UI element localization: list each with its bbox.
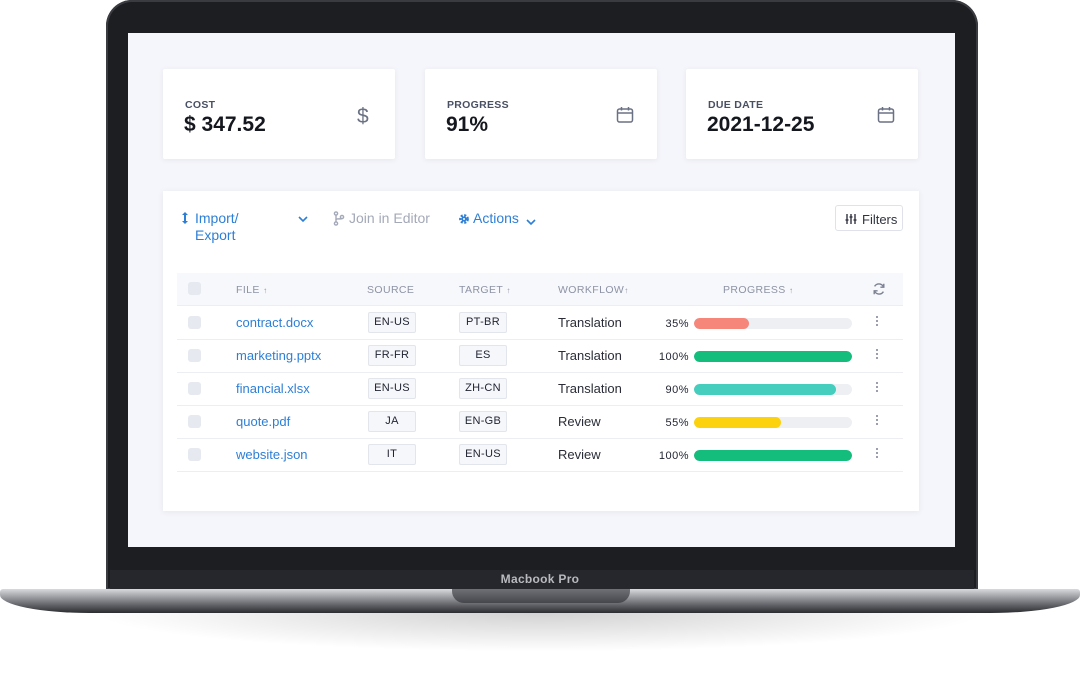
progress-percent: 100% <box>658 351 689 363</box>
laptop-chin <box>110 570 974 590</box>
progress-bar <box>694 417 852 428</box>
screen: COST $ 347.52 $ PROGRESS 91% DUE DATE 20… <box>128 33 955 547</box>
column-progress[interactable]: PROGRESS ↑ <box>723 284 794 296</box>
svg-text:$: $ <box>357 105 369 127</box>
row-checkbox[interactable] <box>188 316 201 329</box>
progress-bar-fill <box>694 351 852 362</box>
cost-label: COST <box>185 99 216 111</box>
column-source: SOURCE <box>367 284 415 296</box>
file-link[interactable]: financial.xlsx <box>236 381 310 396</box>
row-checkbox[interactable] <box>188 382 201 395</box>
select-all-checkbox[interactable] <box>188 282 201 295</box>
more-options-icon[interactable] <box>875 380 879 396</box>
source-language-badge: EN-US <box>368 312 416 333</box>
progress-card: PROGRESS 91% <box>425 69 657 159</box>
progress-label: PROGRESS <box>447 99 509 111</box>
table-row[interactable]: contract.docx EN-US PT-BR Translation 35% <box>177 306 903 340</box>
progress-bar <box>694 450 852 461</box>
due-date-card: DUE DATE 2021-12-25 <box>686 69 918 159</box>
workflow-stage: Translation <box>558 348 622 363</box>
progress-percent: 55% <box>665 417 689 429</box>
laptop-shadow <box>90 612 990 652</box>
column-file[interactable]: FILE ↑ <box>236 284 268 296</box>
device-brand-label: Macbook Pro <box>500 572 580 586</box>
progress-percent: 100% <box>658 450 689 462</box>
calendar-icon <box>615 105 635 125</box>
toolbar: Import/ Export Join in Editor <box>163 191 919 247</box>
table-row[interactable]: quote.pdf JA EN-GB Review 55% <box>177 405 903 439</box>
table-row[interactable]: marketing.pptx FR-FR ES Translation 100% <box>177 339 903 373</box>
progress-bar <box>694 351 852 362</box>
target-language-badge: ZH-CN <box>459 378 507 399</box>
progress-bar-fill <box>694 384 837 395</box>
sort-arrows-icon <box>181 211 189 228</box>
chevron-down-icon[interactable] <box>297 211 309 227</box>
table-header: FILE ↑ SOURCE TARGET ↑ WORKFLOW↑ PROGRES… <box>177 273 903 306</box>
progress-bar-fill <box>694 318 750 329</box>
progress-bar <box>694 318 852 329</box>
progress-percent: 90% <box>665 384 689 396</box>
workflow-stage: Translation <box>558 381 622 396</box>
file-link[interactable]: contract.docx <box>236 315 314 330</box>
join-in-editor-label: Join in Editor <box>349 210 430 226</box>
laptop-notch <box>452 589 630 603</box>
file-link[interactable]: marketing.pptx <box>236 348 322 363</box>
progress-bar-fill <box>694 450 852 461</box>
source-language-badge: JA <box>368 411 416 432</box>
chevron-down-icon <box>526 213 536 229</box>
filters-button[interactable]: Filters <box>835 205 903 231</box>
table-row[interactable]: website.json IT EN-US Review 100% <box>177 438 903 472</box>
file-link[interactable]: website.json <box>236 447 308 462</box>
workflow-stage: Translation <box>558 315 622 330</box>
more-options-icon[interactable] <box>875 314 879 330</box>
source-language-badge: FR-FR <box>368 345 416 366</box>
column-target[interactable]: TARGET ↑ <box>459 284 511 296</box>
more-options-icon[interactable] <box>875 413 879 429</box>
source-language-badge: EN-US <box>368 378 416 399</box>
workflow-stage: Review <box>558 414 601 429</box>
row-checkbox[interactable] <box>188 448 201 461</box>
target-language-badge: EN-GB <box>459 411 507 432</box>
actions-label: Actions <box>473 210 519 226</box>
workflow-stage: Review <box>558 447 601 462</box>
sliders-icon <box>845 214 857 224</box>
more-options-icon[interactable] <box>875 446 879 462</box>
source-language-badge: IT <box>368 444 416 465</box>
row-checkbox[interactable] <box>188 415 201 428</box>
more-options-icon[interactable] <box>875 347 879 363</box>
progress-bar <box>694 384 852 395</box>
import-export-label-line1: Import/ <box>195 210 239 226</box>
cost-card: COST $ 347.52 $ <box>163 69 395 159</box>
filters-label: Filters <box>862 212 898 227</box>
row-checkbox[interactable] <box>188 349 201 362</box>
target-language-badge: PT-BR <box>459 312 507 333</box>
target-language-badge: EN-US <box>459 444 507 465</box>
refresh-icon[interactable] <box>872 282 886 301</box>
files-panel: Import/ Export Join in Editor <box>163 191 919 511</box>
gear-icon <box>458 212 470 228</box>
progress-value: 91% <box>446 113 489 136</box>
due-date-label: DUE DATE <box>708 99 764 111</box>
branch-icon <box>333 211 345 229</box>
table-row[interactable]: financial.xlsx EN-US ZH-CN Translation 90% <box>177 372 903 406</box>
progress-percent: 35% <box>665 318 689 330</box>
import-export-label-line2: Export <box>195 227 236 243</box>
progress-bar-fill <box>694 417 781 428</box>
file-link[interactable]: quote.pdf <box>236 414 291 429</box>
target-language-badge: ES <box>459 345 507 366</box>
calendar-icon <box>876 105 896 125</box>
column-workflow[interactable]: WORKFLOW↑ <box>558 284 629 296</box>
dollar-icon: $ <box>353 105 373 128</box>
cost-value: $ 347.52 <box>184 113 266 136</box>
due-date-value: 2021-12-25 <box>707 113 815 136</box>
